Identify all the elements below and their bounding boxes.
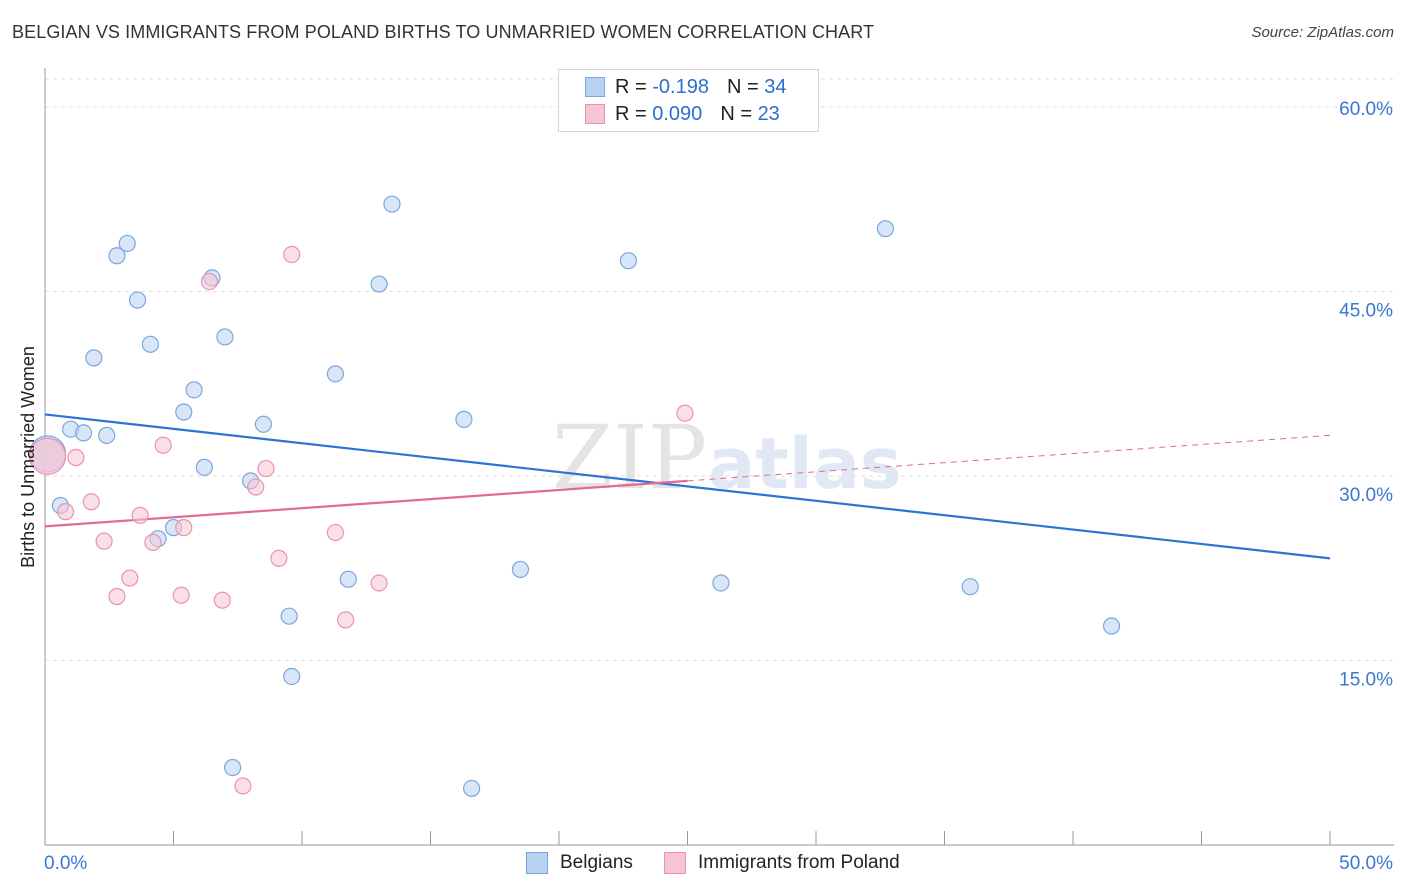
y-tick-label: 15.0% <box>1339 669 1393 690</box>
n-label: N = <box>726 75 759 98</box>
r-value: -0.198 <box>652 75 709 98</box>
poland-swatch <box>664 852 686 874</box>
belgians-point <box>141 335 159 353</box>
legend-item-belgians[interactable]: Belgians <box>526 852 633 874</box>
poland-point <box>200 272 219 291</box>
n-value: 34 <box>764 75 787 98</box>
poland-point <box>95 532 113 550</box>
chart-title: BELGIAN VS IMMIGRANTS FROM POLAND BIRTHS… <box>12 22 875 42</box>
poland-point <box>213 591 231 609</box>
r-label: R = <box>615 102 647 125</box>
belgians-point <box>195 458 213 476</box>
belgians-point <box>185 381 203 399</box>
axis-labels: 15.0% 30.0% 45.0% 60.0% 0.0% 50.0% Births to U… <box>18 99 1393 874</box>
poland-point <box>56 503 75 521</box>
poland-point <box>234 777 252 795</box>
legend-item-poland[interactable]: Immigrants from Poland <box>664 852 900 874</box>
poland-point <box>175 519 193 537</box>
poland-point <box>131 506 149 524</box>
poland-point <box>82 493 100 511</box>
belgians-point <box>175 403 193 421</box>
correlation-legend: R = -0.198 N = 34 R = 0.090 N = 23 <box>558 69 819 132</box>
poland-point <box>257 459 275 478</box>
poland-point <box>283 245 301 264</box>
belgians-point <box>370 275 388 293</box>
belgians-point <box>224 758 242 777</box>
data-points <box>28 195 1121 798</box>
r-label: R = <box>615 75 647 98</box>
poland-point <box>172 586 190 604</box>
belgians-point <box>712 574 730 592</box>
belgians-trend-line <box>44 413 1331 560</box>
y-tick-label: 30.0% <box>1339 485 1393 506</box>
legend-label-belgians: Belgians <box>560 852 633 873</box>
y-axis-title: Births to Unmarried Women <box>18 346 38 568</box>
poland-point <box>676 404 694 422</box>
belgians-point <box>455 410 473 428</box>
trend-lines <box>44 413 1331 560</box>
belgians-swatch <box>585 77 605 97</box>
belgians-point <box>1102 617 1121 635</box>
n-label: N = <box>720 102 752 125</box>
poland-point <box>247 478 265 496</box>
y-tick-label: 60.0% <box>1339 99 1393 120</box>
belgians-point <box>216 328 234 346</box>
source-label: Source: ZipAtlas.com <box>1251 24 1394 41</box>
series-legend: Belgians Immigrants from Poland <box>0 851 1406 877</box>
poland-trend-line-extension <box>687 434 1331 482</box>
belgians-point <box>283 667 301 686</box>
n-value: 23 <box>757 102 780 125</box>
belgians-point <box>511 560 530 579</box>
poland-point <box>337 611 355 629</box>
y-tick-label: 45.0% <box>1339 300 1393 321</box>
x-tick-label-left: 0.0% <box>44 853 87 874</box>
r-value: 0.090 <box>652 102 703 125</box>
watermark-zip: ZIP <box>552 406 707 509</box>
poland-point <box>108 587 126 606</box>
poland-swatch <box>585 104 605 124</box>
belgians-point <box>85 349 103 367</box>
x-tick-label-right: 50.0% <box>1339 853 1393 874</box>
belgians-point <box>108 247 126 265</box>
poland-point <box>121 569 139 587</box>
belgians-swatch <box>526 852 548 874</box>
legend-label-poland: Immigrants from Poland <box>698 852 900 873</box>
belgians-point <box>383 195 401 213</box>
belgians-point <box>339 570 357 588</box>
poland-trend-line <box>44 479 688 528</box>
poland-point <box>67 448 85 467</box>
belgians-point <box>463 779 481 798</box>
belgians-point <box>118 234 136 253</box>
belgians-point <box>326 365 345 383</box>
watermark: ZIP atlas <box>552 406 902 509</box>
poland-point <box>370 574 388 592</box>
belgians-point <box>74 424 93 442</box>
belgians-point <box>254 415 273 433</box>
belgians-point <box>280 607 298 625</box>
poland-point <box>270 549 288 567</box>
belgians-point <box>128 291 147 309</box>
legend-row-belgians: R = -0.198 N = 34 <box>585 75 786 99</box>
poland-point <box>28 437 67 475</box>
poland-point <box>154 436 172 454</box>
poland-point <box>326 523 345 542</box>
belgians-point <box>619 252 637 270</box>
belgians-point <box>98 426 116 444</box>
legend-row-poland: R = 0.090 N = 23 <box>585 102 780 126</box>
belgians-point <box>876 220 894 238</box>
belgians-point <box>961 578 979 596</box>
poland-point <box>144 533 162 551</box>
gridlines <box>45 78 1394 661</box>
